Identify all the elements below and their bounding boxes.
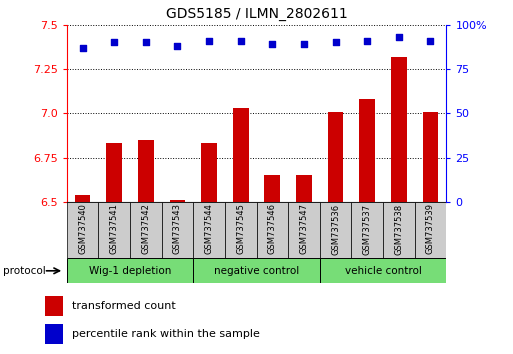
Text: transformed count: transformed count xyxy=(72,301,175,311)
Point xyxy=(142,40,150,45)
Text: GSM737546: GSM737546 xyxy=(268,204,277,255)
Text: GSM737541: GSM737541 xyxy=(110,204,119,255)
Point xyxy=(173,43,182,49)
Text: GSM737544: GSM737544 xyxy=(205,204,213,255)
Bar xyxy=(67,202,98,258)
Point xyxy=(205,38,213,44)
Bar xyxy=(130,202,162,258)
Bar xyxy=(98,202,130,258)
Bar xyxy=(415,202,446,258)
Bar xyxy=(383,202,415,258)
Bar xyxy=(193,202,225,258)
Bar xyxy=(320,258,446,283)
Point xyxy=(268,41,277,47)
Point xyxy=(300,41,308,47)
Bar xyxy=(138,140,154,202)
Text: negative control: negative control xyxy=(214,266,299,276)
Point xyxy=(426,38,435,44)
Bar xyxy=(233,108,249,202)
Bar xyxy=(74,195,90,202)
Text: GSM737538: GSM737538 xyxy=(394,204,403,255)
Bar xyxy=(256,202,288,258)
Point xyxy=(363,38,371,44)
Bar xyxy=(264,175,280,202)
Point xyxy=(78,45,87,51)
Title: GDS5185 / ILMN_2802611: GDS5185 / ILMN_2802611 xyxy=(166,7,347,21)
Text: GSM737542: GSM737542 xyxy=(141,204,150,255)
Text: GSM737547: GSM737547 xyxy=(300,204,308,255)
Bar xyxy=(67,258,193,283)
Bar xyxy=(193,258,320,283)
Bar xyxy=(45,324,63,344)
Bar xyxy=(162,202,193,258)
Point xyxy=(110,40,118,45)
Bar xyxy=(201,143,217,202)
Text: protocol: protocol xyxy=(3,266,45,276)
Text: GSM737537: GSM737537 xyxy=(363,204,372,255)
Text: Wig-1 depletion: Wig-1 depletion xyxy=(89,266,171,276)
Text: percentile rank within the sample: percentile rank within the sample xyxy=(72,330,260,339)
Point xyxy=(331,40,340,45)
Bar xyxy=(225,202,256,258)
Text: GSM737536: GSM737536 xyxy=(331,204,340,255)
Text: GSM737539: GSM737539 xyxy=(426,204,435,255)
Point xyxy=(236,38,245,44)
Bar xyxy=(288,202,320,258)
Bar xyxy=(391,57,407,202)
Text: GSM737543: GSM737543 xyxy=(173,204,182,255)
Bar xyxy=(359,99,375,202)
Bar xyxy=(320,202,351,258)
Text: vehicle control: vehicle control xyxy=(345,266,422,276)
Text: GSM737545: GSM737545 xyxy=(236,204,245,255)
Bar xyxy=(106,143,122,202)
Text: GSM737540: GSM737540 xyxy=(78,204,87,255)
Bar xyxy=(328,112,344,202)
Bar xyxy=(45,296,63,316)
Bar xyxy=(296,175,312,202)
Point xyxy=(394,34,403,40)
Bar xyxy=(423,112,439,202)
Bar xyxy=(351,202,383,258)
Bar xyxy=(169,200,185,202)
